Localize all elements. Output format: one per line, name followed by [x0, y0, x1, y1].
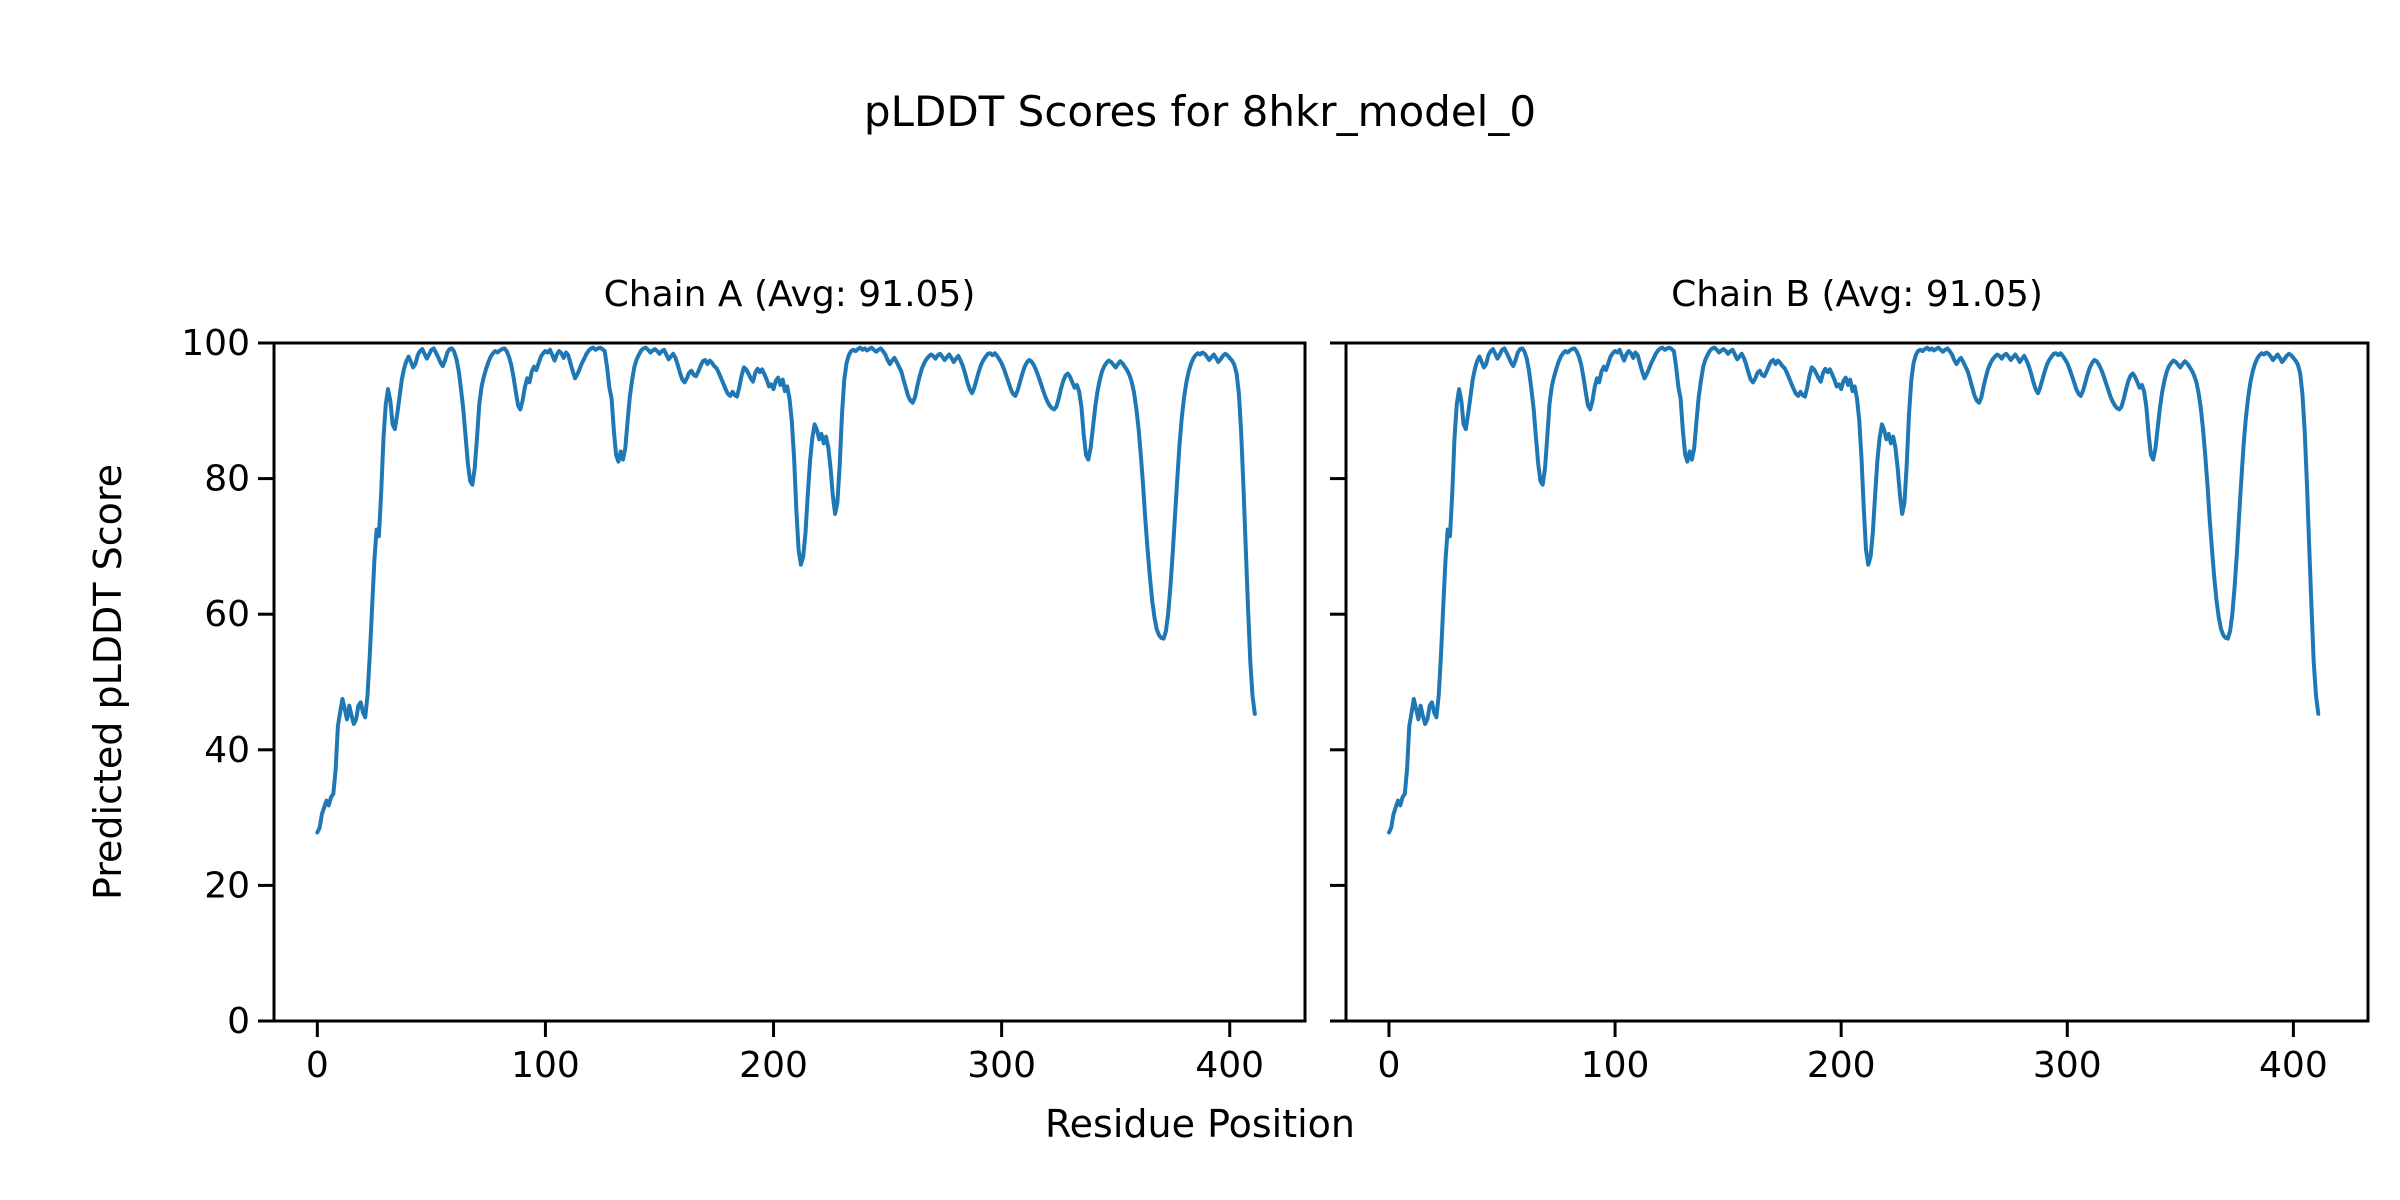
y-tick-label: 20: [204, 865, 250, 906]
plddt-line-chain-b: [1387, 345, 2321, 835]
x-tick-label: 100: [1581, 1045, 1650, 1086]
x-tick-label: 0: [306, 1045, 329, 1086]
x-tick-label: 400: [1195, 1045, 1264, 1086]
x-tick-label: 300: [967, 1045, 1036, 1086]
subplot-title-chain-b: Chain B (Avg: 91.05): [1671, 274, 2043, 315]
x-tick-label: 100: [511, 1045, 580, 1086]
x-tick-label: 200: [739, 1045, 808, 1086]
y-tick-label: 80: [204, 459, 250, 500]
y-tick-label: 60: [204, 594, 250, 635]
x-axis-label: Residue Position: [1044, 1102, 1356, 1146]
subplot-title-chain-a: Chain A (Avg: 91.05): [603, 274, 976, 315]
x-tick-label: 200: [1807, 1045, 1876, 1086]
axes-frame: [1344, 341, 2370, 1023]
plddt-line-chain-a: [315, 345, 1257, 835]
axes-frame: [272, 341, 1307, 1023]
x-tick-label: 400: [2259, 1045, 2328, 1086]
y-axis-label: Predicted pLDDT Score: [86, 464, 130, 900]
x-tick-label: 300: [2033, 1045, 2102, 1086]
x-tick-label: 0: [1378, 1045, 1401, 1086]
figure-title: pLDDT Scores for 8hkr_model_0: [863, 87, 1537, 136]
y-tick-label: 100: [181, 323, 250, 364]
y-tick-label: 40: [204, 730, 250, 771]
y-tick-label: 0: [227, 1001, 250, 1042]
